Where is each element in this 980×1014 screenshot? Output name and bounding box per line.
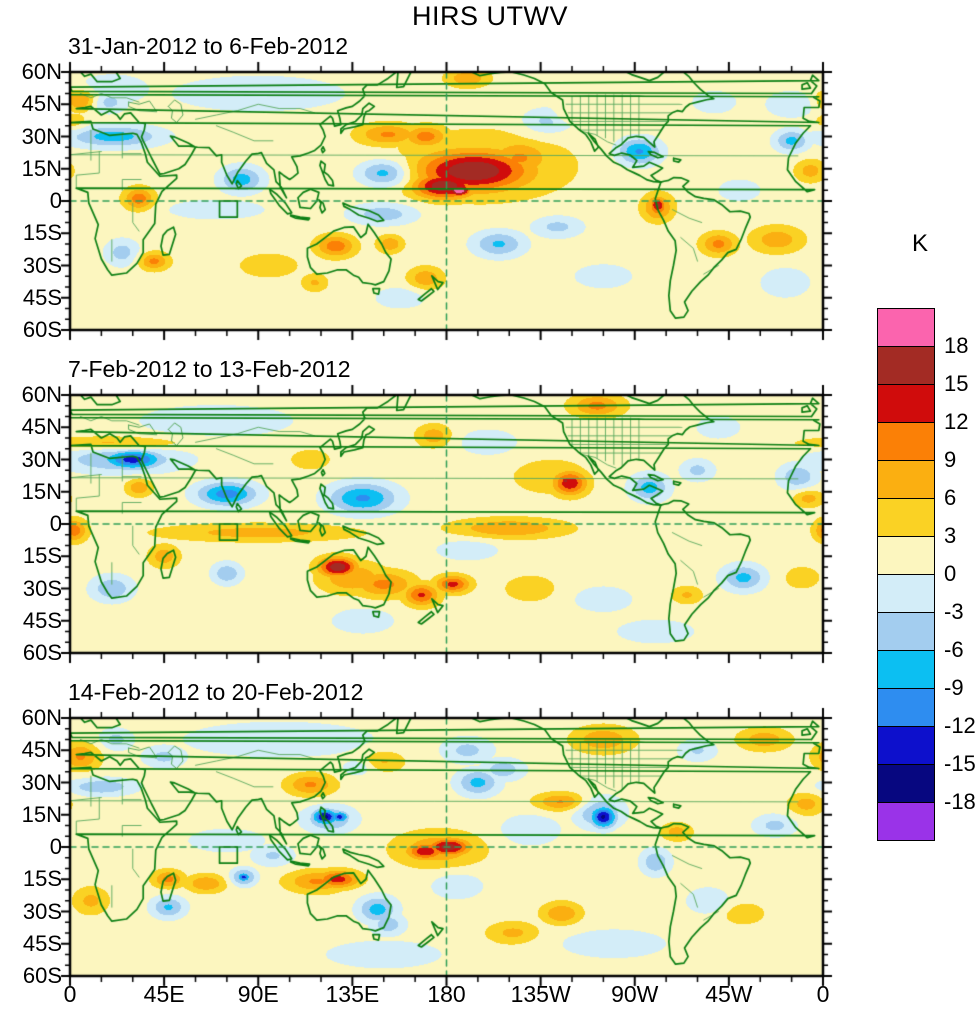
- panel-title-week2: 7-Feb-2012 to 13-Feb-2012: [68, 356, 351, 382]
- lat-tick-label: 60S: [22, 640, 62, 665]
- lat-tick-label: 45S: [22, 930, 62, 956]
- lat-tick-label: 15S: [22, 543, 62, 569]
- colorbar-swatch: [877, 384, 935, 423]
- lat-tick-label: 15S: [22, 866, 62, 892]
- colorbar-swatch: [877, 574, 935, 613]
- lon-tick-label: 135E: [325, 981, 380, 1007]
- colorbar-tick-label: 6: [944, 485, 957, 510]
- figure-title: HIRS UTWV: [412, 1, 568, 31]
- colorbar-swatch: [877, 346, 935, 385]
- lat-tick-label: 0: [49, 188, 62, 213]
- lon-tick-label: 135W: [510, 981, 571, 1007]
- colorbar-tick-label: 0: [944, 561, 957, 586]
- lat-tick-label: 60N: [21, 382, 62, 407]
- colorbar-swatch: [877, 308, 935, 347]
- lat-tick-label: 15N: [21, 155, 62, 181]
- lon-tick-label: 0: [63, 981, 77, 1007]
- lat-tick-label: 15N: [21, 801, 62, 827]
- lat-tick-label: 30N: [21, 769, 62, 795]
- lat-tick-label: 60S: [22, 963, 62, 988]
- lon-tick-label: 0: [816, 981, 830, 1007]
- colorbar-swatch: [877, 802, 935, 841]
- lat-tick-label: 30S: [22, 898, 62, 924]
- colorbar-tick-label: 9: [944, 447, 957, 472]
- colorbar-tick-label: 18: [944, 333, 969, 358]
- lat-tick-label: 45S: [22, 607, 62, 633]
- colorbar-tick-label: -9: [944, 675, 964, 700]
- lon-tick-label: 180: [427, 981, 466, 1007]
- lat-tick-label: 15N: [21, 478, 62, 504]
- colorbar-tick-label: -3: [944, 599, 964, 624]
- lat-tick-label: 45N: [21, 91, 62, 117]
- colorbar-swatch: [877, 460, 935, 499]
- lat-tick-label: 30S: [22, 252, 62, 278]
- colorbar-swatch: [877, 764, 935, 803]
- lon-tick-label: 90E: [237, 981, 279, 1007]
- lat-tick-label: 0: [49, 834, 62, 859]
- lat-tick-label: 30S: [22, 575, 62, 601]
- lat-tick-label: 60S: [22, 317, 62, 342]
- lat-tick-label: 15S: [22, 220, 62, 246]
- colorbar-tick-label: 3: [944, 523, 957, 548]
- panel-title-week3: 14-Feb-2012 to 20-Feb-2012: [68, 679, 364, 705]
- colorbar-swatch: [877, 726, 935, 765]
- colorbar-tick-label: -18: [944, 789, 976, 814]
- colorbar-swatch: [877, 422, 935, 461]
- colorbar-tick-label: -15: [944, 751, 976, 776]
- lat-tick-label: 60N: [21, 59, 62, 84]
- lon-tick-label: 90W: [611, 981, 659, 1007]
- lat-tick-label: 45N: [21, 737, 62, 763]
- colorbar-swatch: [877, 498, 935, 537]
- colorbar-unit-label: K: [911, 230, 928, 257]
- lon-tick-label: 45W: [705, 981, 753, 1007]
- colorbar-swatch: [877, 536, 935, 575]
- colorbar-tick-label: -6: [944, 637, 964, 662]
- colorbar-tick-label: 15: [944, 371, 969, 396]
- lat-tick-label: 0: [49, 511, 62, 536]
- lat-tick-label: 45N: [21, 414, 62, 440]
- colorbar-tick-label: -12: [944, 713, 976, 738]
- colorbar-swatch: [877, 650, 935, 689]
- lat-tick-label: 45S: [22, 284, 62, 310]
- colorbar-swatch: [877, 612, 935, 651]
- lon-tick-label: 45E: [143, 981, 185, 1007]
- colorbar-tick-label: 12: [944, 409, 969, 434]
- lat-tick-label: 60N: [21, 705, 62, 730]
- colorbar-swatch: [877, 688, 935, 727]
- panel-title-week1: 31-Jan-2012 to 6-Feb-2012: [68, 33, 349, 59]
- lat-tick-label: 30N: [21, 446, 62, 472]
- lat-tick-label: 30N: [21, 123, 62, 149]
